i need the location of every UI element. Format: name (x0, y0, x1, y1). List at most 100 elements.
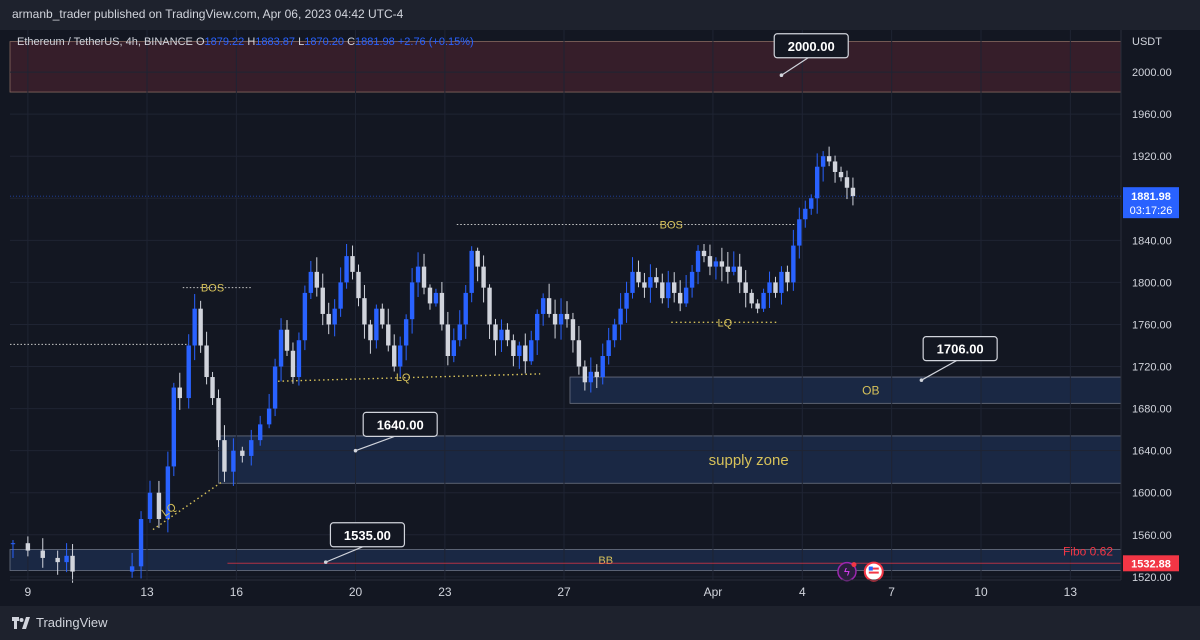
supply-zone-label: supply zone (709, 452, 789, 469)
candle-body (278, 329, 284, 367)
candle (362, 284, 367, 339)
candle-body (204, 345, 209, 378)
candle-body (445, 324, 451, 357)
candle (445, 311, 451, 366)
lq-label-2: LQ (396, 372, 411, 384)
candle-body (487, 287, 492, 325)
candle (231, 438, 236, 486)
candle (25, 536, 31, 557)
candle-body (70, 555, 75, 572)
candle (636, 260, 641, 288)
candle (588, 357, 594, 393)
candle (433, 288, 439, 307)
candle-body (386, 324, 391, 346)
candle-body (266, 408, 272, 425)
candle (344, 244, 349, 289)
lightning-circle (837, 561, 857, 582)
candle-body (403, 319, 409, 346)
candle (147, 480, 153, 523)
candle-body (826, 156, 832, 162)
candle (266, 393, 272, 429)
candle (683, 275, 689, 307)
candle (785, 265, 790, 292)
candle-body (731, 266, 736, 272)
candle-body (397, 345, 403, 367)
flag-stripe-2 (868, 571, 879, 574)
candle (314, 257, 319, 297)
legend-low-value: 1870.20 (304, 36, 344, 48)
candle (814, 153, 820, 214)
callout-1706-pointer (921, 358, 961, 381)
callout-1640-box (362, 411, 438, 437)
candle-body (666, 282, 671, 299)
candle (725, 251, 731, 284)
candle (380, 303, 385, 329)
candle (216, 389, 221, 448)
legend-change: +2.76 (+0.15%) (397, 36, 474, 48)
time-tick-label: 4 (799, 585, 806, 599)
candle-body (505, 329, 510, 341)
bos-label-2: BOS (660, 220, 683, 232)
candle-body (832, 161, 838, 172)
candle-body (421, 266, 427, 288)
candle (240, 446, 245, 463)
legend-close-label: C (347, 36, 356, 48)
candle-body (636, 271, 641, 283)
candle (582, 360, 588, 391)
candle-body (25, 543, 31, 551)
candle-body (129, 566, 135, 572)
candle (719, 247, 725, 282)
us-flag-event-icon (863, 561, 884, 582)
candle-body (707, 256, 713, 267)
candle (138, 511, 144, 579)
last-price-box (1123, 187, 1179, 219)
candle-body (689, 271, 695, 288)
price-chart[interactable]: BOS BOS LQ LQ LQ OB supply zone BB Fibo 0.62 2000… (0, 30, 1200, 606)
candle-body (809, 198, 814, 209)
candle (689, 264, 695, 298)
fibo-price-tag: 1532.88 (1123, 555, 1179, 572)
candle (713, 257, 719, 280)
candle (618, 293, 623, 341)
candle (177, 372, 182, 410)
candle (397, 336, 403, 378)
candle (415, 252, 421, 298)
price-axis-unit: USDT (1132, 36, 1162, 48)
callout-2000-anchor (779, 73, 784, 78)
time-tick-label: 10 (974, 585, 988, 599)
callout-1535: 1535.00 (323, 522, 406, 564)
tradingview-logo[interactable]: TradingView (12, 615, 108, 630)
candle-body (475, 250, 480, 267)
candle-body (344, 256, 349, 283)
candle-body (165, 466, 171, 520)
time-tick-label: 16 (230, 585, 244, 599)
candle-body (314, 271, 319, 288)
price-tick-label: 1760.00 (1132, 319, 1172, 331)
callout-1535-text: 1535.00 (344, 528, 391, 543)
candle (540, 293, 546, 326)
candle-body (838, 171, 844, 178)
candle (204, 331, 209, 385)
fibo-price-box (1123, 555, 1179, 572)
candle-body (392, 345, 397, 367)
candles-layer (10, 146, 856, 583)
publish-header: armanb_trader published on TradingView.c… (0, 0, 1200, 30)
candle (421, 253, 427, 295)
last-price-tag: 1881.98 03:17:26 (10, 187, 1179, 219)
candle (523, 333, 528, 374)
candle (731, 251, 736, 276)
candle (552, 299, 558, 339)
candle (171, 382, 177, 477)
candle (749, 289, 754, 309)
candle (469, 246, 474, 303)
fibo-price-value: 1532.88 (1131, 558, 1171, 570)
candle-body (594, 371, 599, 378)
candle (326, 302, 331, 335)
candle-body (10, 543, 16, 545)
candle (374, 304, 379, 349)
candle (695, 245, 701, 285)
candle-body (767, 282, 772, 293)
candle-body (469, 250, 474, 293)
candle-body (362, 298, 367, 325)
legend-open-value: 1879.22 (204, 36, 245, 48)
